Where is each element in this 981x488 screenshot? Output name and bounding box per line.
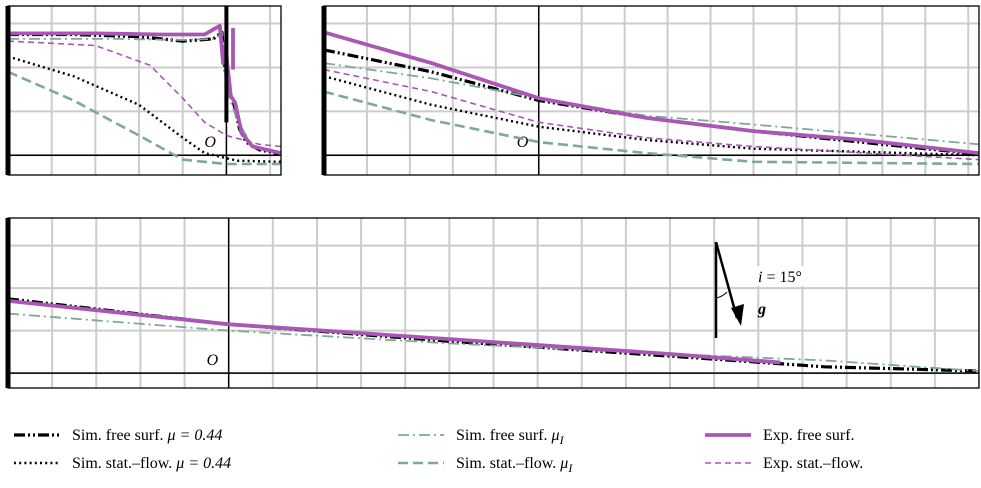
series-line-sim_free_muI bbox=[8, 31, 281, 154]
series-line-sim_stat_mu bbox=[8, 55, 281, 163]
legend-entry-sim_free_mu: Sim. free surf. μ = 0.44 bbox=[14, 427, 222, 444]
series-line-sim_free_muI bbox=[324, 62, 979, 146]
series-line-sim_stat_muI bbox=[324, 90, 979, 166]
series-line-sim_free_muI bbox=[8, 312, 979, 372]
legend-entry-sim_stat_muI: Sim. stat.–flow. μI bbox=[398, 455, 573, 475]
angle-arc bbox=[715, 291, 728, 299]
origin-label-bg bbox=[514, 131, 537, 152]
legend-entry-exp_free: Exp. free surf. bbox=[705, 427, 855, 444]
series-line-exp_free bbox=[324, 30, 979, 155]
series-group bbox=[324, 30, 979, 166]
gravity-annotation: i = 15° g bbox=[714, 241, 822, 338]
legend-label: Exp. free surf. bbox=[763, 427, 855, 444]
angle-label-bg bbox=[754, 266, 822, 286]
legend: Sim. free surf. μ = 0.44 Sim. stat.–flow.… bbox=[14, 427, 863, 475]
origin-label: O bbox=[207, 352, 219, 369]
legend-label: Sim. stat.–flow. μ = 0.44 bbox=[72, 455, 231, 472]
series-line-sim_stat_muI bbox=[8, 70, 281, 166]
legend-entry-sim_stat_mu: Sim. stat.–flow. μ = 0.44 bbox=[14, 455, 231, 472]
panel-bottom: O bbox=[5, 217, 980, 389]
panel-top-left: O bbox=[5, 5, 282, 176]
series-line-sim_stat_mu bbox=[324, 75, 979, 157]
series-line-exp_stat bbox=[324, 68, 979, 161]
origin-label-bg bbox=[202, 131, 225, 152]
series-group bbox=[8, 23, 281, 166]
legend-label: Exp. stat.–flow. bbox=[763, 455, 863, 472]
origin-label: O bbox=[204, 134, 216, 151]
legend-entry-exp_stat: Exp. stat.–flow. bbox=[705, 455, 863, 472]
legend-entry-sim_free_muI: Sim. free surf. μI bbox=[398, 427, 565, 447]
series-line-exp_free bbox=[8, 23, 281, 155]
legend-label: Sim. free surf. μI bbox=[456, 427, 565, 447]
gravity-vector bbox=[714, 241, 739, 319]
vector-label: g bbox=[757, 301, 766, 318]
panels: O O O bbox=[5, 5, 980, 389]
panel-top-right: O bbox=[321, 5, 980, 176]
series-group bbox=[8, 297, 979, 373]
legend-label: Sim. stat.–flow. μI bbox=[456, 455, 573, 475]
series-line-sim_free_mu bbox=[324, 48, 979, 156]
series-line-exp_free bbox=[8, 299, 781, 365]
origin-label-bg bbox=[204, 349, 227, 370]
gravity-arrowhead bbox=[731, 304, 744, 326]
grid bbox=[8, 218, 979, 388]
angle-label: i = 15° bbox=[758, 269, 802, 286]
legend-label: Sim. free surf. μ = 0.44 bbox=[72, 427, 222, 444]
series-line-sim_free_mu bbox=[8, 30, 281, 156]
